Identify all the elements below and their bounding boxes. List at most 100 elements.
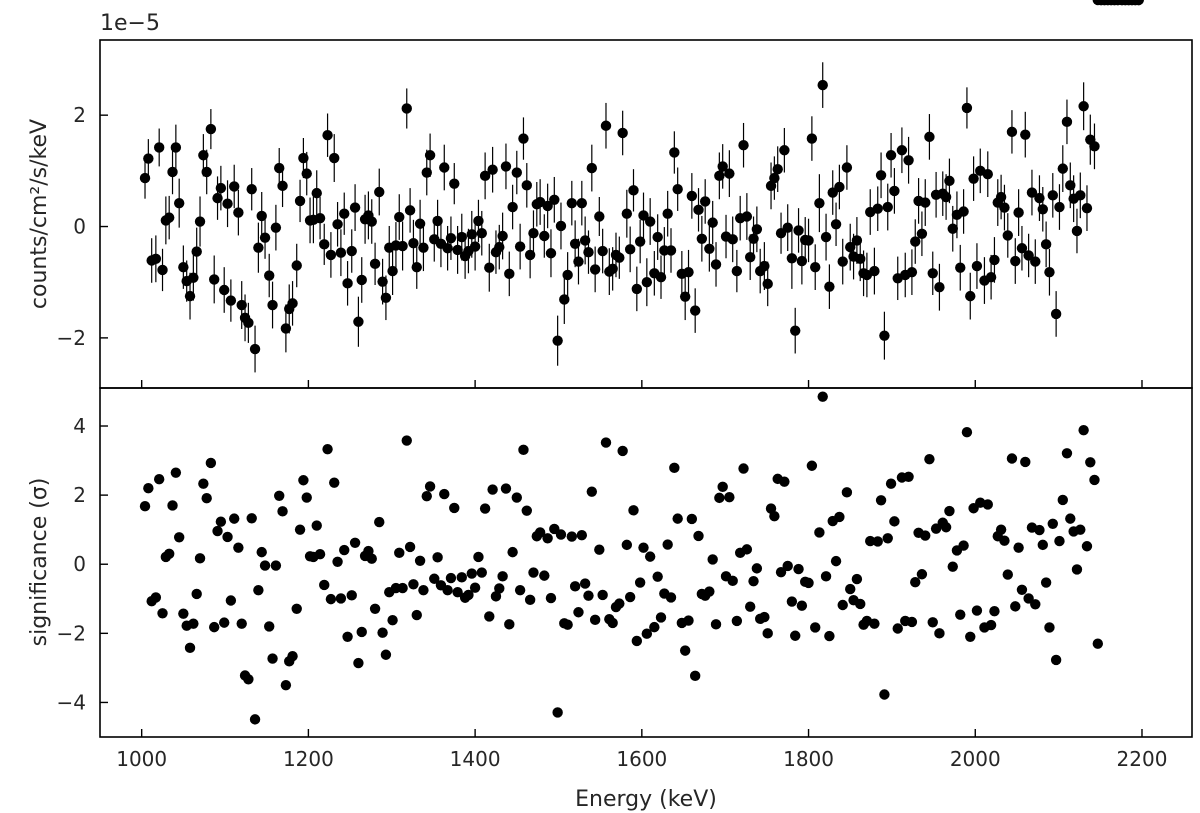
- top-data-point: [473, 215, 484, 227]
- bottom-data-point: [573, 607, 584, 618]
- bottom-data-point: [173, 532, 185, 543]
- top-data-point: [366, 216, 377, 227]
- top-data-point: [683, 266, 694, 278]
- top-data-point: [249, 343, 261, 355]
- bottom-data-point: [686, 513, 698, 525]
- top-data-point: [201, 166, 212, 178]
- bottom-data-point: [469, 582, 481, 593]
- top-data-point: [803, 235, 814, 246]
- bottom-data-point: [837, 599, 848, 611]
- bottom-data-point: [579, 578, 591, 589]
- top-data-point: [841, 162, 853, 173]
- top-data-point: [301, 168, 312, 179]
- bottom-data-point: [414, 555, 426, 566]
- bottom-data-point: [744, 601, 756, 612]
- top-data-point: [968, 173, 979, 184]
- top-data-point: [511, 167, 522, 178]
- top-data-point: [380, 292, 392, 303]
- bottom-data-point: [456, 572, 467, 583]
- top-data-point: [552, 335, 563, 346]
- top-data-point: [741, 211, 753, 222]
- top-data-point: [971, 260, 983, 272]
- top-data-point: [469, 241, 481, 252]
- top-data-point: [782, 222, 793, 233]
- bottom-data-point: [408, 579, 419, 590]
- bottom-data-point: [961, 427, 973, 438]
- top-data-point: [178, 261, 189, 273]
- bottom-data-point: [704, 586, 715, 597]
- top-data-point: [507, 201, 518, 213]
- top-data-point: [449, 178, 460, 189]
- bottom-data-point: [534, 527, 546, 538]
- top-data-point: [772, 163, 783, 175]
- bottom-data-point: [418, 584, 429, 596]
- top-data-point: [576, 197, 588, 209]
- top-data-point: [641, 277, 653, 288]
- top-data-point: [246, 184, 257, 195]
- top-data-point: [1026, 187, 1038, 198]
- top-data-point: [397, 240, 408, 252]
- bottom-data-point: [253, 584, 264, 596]
- top-data-point: [1078, 101, 1089, 112]
- top-data-point: [910, 236, 921, 247]
- bottom-data-point: [1089, 474, 1100, 486]
- top-data-point: [387, 265, 398, 277]
- bottom-y-axis-label: significance (σ): [27, 478, 52, 647]
- top-data-point: [562, 269, 573, 281]
- bottom-data-point: [484, 611, 495, 622]
- top-data-point: [274, 162, 285, 174]
- bottom-data-point: [369, 603, 381, 615]
- bottom-data-point: [518, 444, 529, 456]
- bottom-data-point: [387, 615, 398, 626]
- top-data-point: [600, 120, 612, 131]
- bottom-data-point: [194, 553, 206, 564]
- bottom-data-point: [397, 582, 408, 594]
- top-data-point: [924, 131, 935, 143]
- bottom-data-point: [631, 635, 643, 647]
- top-data-point: [1006, 126, 1018, 138]
- bottom-data-point: [212, 525, 223, 537]
- bottom-data-point: [280, 679, 292, 691]
- bottom-data-point: [562, 619, 573, 630]
- bottom-data-point: [236, 618, 247, 629]
- top-data-point: [1065, 180, 1076, 191]
- top-data-point: [834, 181, 845, 193]
- top-data-point: [205, 123, 217, 135]
- bottom-data-point: [727, 575, 738, 587]
- bottom-data-point: [793, 563, 804, 575]
- bottom-data-point: [1030, 599, 1041, 610]
- bottom-data-point: [834, 511, 845, 523]
- bottom-data-point: [1054, 535, 1065, 547]
- bottom-data-point: [882, 533, 893, 544]
- bottom-data-point: [432, 552, 443, 563]
- bottom-data-point: [1020, 456, 1031, 468]
- top-data-point: [411, 261, 422, 273]
- top-data-point: [414, 218, 426, 229]
- bottom-data-point: [600, 437, 612, 448]
- top-data-point: [1050, 308, 1062, 320]
- bottom-data-point: [683, 615, 694, 626]
- top-data-point: [1081, 202, 1093, 214]
- bottom-data-point: [401, 435, 412, 446]
- top-data-point: [542, 200, 553, 212]
- bottom-data-point: [769, 510, 780, 522]
- bottom-data-point: [1061, 448, 1073, 459]
- bottom-data-point: [806, 460, 818, 471]
- top-data-point: [810, 261, 821, 273]
- top-data-point: [906, 266, 918, 278]
- bottom-data-point: [301, 492, 312, 503]
- top-data-point: [264, 270, 275, 281]
- top-data-point: [679, 291, 691, 302]
- bottom-data-point: [775, 566, 787, 578]
- top-data-point: [349, 202, 361, 213]
- top-data-point: [1054, 201, 1065, 213]
- bottom-data-point: [779, 476, 790, 487]
- top-data-point: [727, 234, 738, 245]
- top-data-point: [621, 208, 633, 219]
- top-data-point: [325, 249, 337, 261]
- top-data-point: [259, 232, 271, 243]
- bottom-data-point: [759, 611, 770, 623]
- top-data-point: [377, 276, 388, 287]
- bottom-data-point: [655, 612, 667, 623]
- top-data-point: [607, 263, 618, 275]
